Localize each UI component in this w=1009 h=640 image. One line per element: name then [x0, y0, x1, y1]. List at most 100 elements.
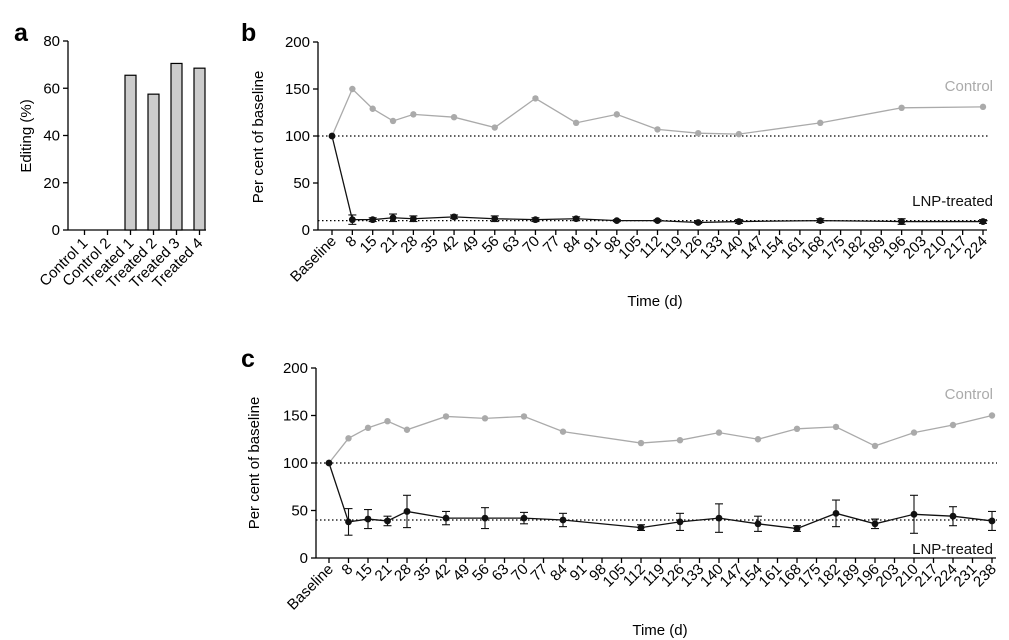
- panel-c-lnp-treated-point: [793, 525, 801, 532]
- panel-c-y-tick-label: 100: [283, 455, 308, 472]
- panel-c-control-line: [328, 414, 993, 464]
- panel-c-control-point: [637, 439, 645, 447]
- panel-c-xlabel: Time (d): [632, 622, 687, 639]
- panel-b-control-point: [532, 95, 539, 102]
- panel-c-control-point: [754, 436, 762, 443]
- panel-c-lnp-treated-point: [325, 459, 333, 467]
- panel-c-lnp-treated-point: [559, 516, 567, 524]
- panel-c-lnp-treated-point: [910, 510, 918, 518]
- panel-b-control-point: [349, 85, 356, 93]
- panel-a-bar: [193, 67, 206, 231]
- panel-b-lnp-treated-point: [491, 215, 499, 223]
- panel-b-lnp-treated-line: [331, 135, 983, 224]
- panel-b-lnp-treated-point: [979, 218, 987, 225]
- panel-b-control-point: [450, 114, 458, 121]
- panel-b-lnp-treated-point: [816, 217, 824, 225]
- panel-c-control-point: [910, 429, 918, 436]
- panel-c-control-label: Control: [945, 386, 993, 403]
- panel-a-ylabel: Editing (%): [18, 99, 35, 172]
- panel-c-y-tick-label: 200: [283, 360, 308, 377]
- panel-b-lnp-treated-point: [348, 216, 356, 224]
- panel-c-lnp-treated-point: [345, 518, 352, 526]
- panel-c-lnp-treated-point: [481, 514, 489, 522]
- panel-c-lnp-treated-point: [403, 508, 411, 515]
- panel-c-letter: c: [241, 345, 255, 373]
- panel-b-lnp-treated-point: [572, 215, 580, 223]
- panel-c-lnp-treated-point: [988, 517, 996, 525]
- panel-c-lnp-treated-point: [676, 518, 684, 526]
- panel-b-xlabel: Time (d): [627, 293, 682, 310]
- panel-c-control-point: [832, 423, 840, 431]
- panel-b-control-point: [817, 119, 824, 127]
- panel-c-control-point: [364, 424, 372, 432]
- panel-b-lnp-treated-point: [328, 132, 336, 140]
- panel-c-control-point: [403, 426, 411, 433]
- panel-b-lnp-treated-point: [450, 213, 458, 221]
- panel-b-lnp-treated-point: [694, 219, 702, 226]
- panel-c-lnp-treated-point: [442, 514, 450, 522]
- panel-c-control-point: [676, 437, 684, 444]
- panel-b-control-point: [369, 105, 376, 112]
- panel-b-control-point: [735, 130, 743, 138]
- panel-b-y-tick-label: 100: [285, 128, 310, 145]
- panel-c-control-point: [715, 429, 723, 436]
- panel-c-control-point: [520, 413, 528, 420]
- panel-b-lnp-treated-point: [613, 217, 621, 225]
- panel-b-lnp-treated-point: [532, 216, 539, 224]
- panel-b-control-point: [613, 111, 621, 118]
- panel-b-control-point: [654, 126, 661, 133]
- panel-b-lnp-treated-point: [409, 215, 417, 223]
- panel-c-control-point: [442, 413, 450, 420]
- panel-b-control-label: Control: [945, 78, 993, 95]
- panel-b-lnp-treated-point: [735, 218, 743, 225]
- panel-b-lnp-treated-point: [389, 214, 397, 222]
- panel-a-y-tick-label: 60: [43, 80, 60, 97]
- panel-a-y-tick-label: 80: [43, 33, 60, 50]
- panel-c-y-tick-label: 0: [300, 550, 308, 567]
- panel-c-lnp-treated-point: [754, 520, 762, 528]
- panel-c-lnp-treated-point: [832, 509, 840, 517]
- panel-b-control-point: [410, 111, 417, 118]
- panel-c-control-point: [871, 442, 879, 450]
- panel-b-control-point: [572, 119, 580, 127]
- panel-a-bar: [124, 74, 137, 231]
- panel-c-y-tick-label: 50: [291, 503, 308, 520]
- panel-c-lnp-treated-point: [520, 514, 528, 522]
- panel-c-lnp-treated-point: [637, 524, 645, 531]
- panel-b-y-tick-label: 200: [285, 34, 310, 51]
- panel-c-control-point: [384, 418, 391, 425]
- panel-c-lnp-treated-point: [871, 520, 879, 528]
- panel-a-y-tick-label: 0: [52, 222, 60, 239]
- panel-b-letter: b: [241, 19, 256, 47]
- panel-b-control-point: [694, 129, 702, 137]
- panel-a-bar: [147, 93, 160, 231]
- panel-b-x-tick-label: 224: [961, 233, 991, 263]
- panel-c-lnp-treated-point: [715, 514, 723, 522]
- panel-b-lnp-label: LNP-treated: [912, 193, 993, 210]
- panel-c-x-tick-label: 238: [970, 561, 1000, 591]
- panel-b-control-point: [979, 103, 987, 111]
- panel-b-control-point: [491, 124, 498, 131]
- panel-c-control-point: [988, 412, 996, 419]
- panel-a-letter: a: [14, 19, 29, 47]
- panel-c-control-point: [949, 421, 957, 429]
- panel-a-y-tick-label: 20: [43, 175, 60, 192]
- panel-c-control-point: [481, 415, 489, 422]
- panel-b-lnp-treated-point: [654, 217, 661, 225]
- panel-c-lnp-treated-point: [364, 515, 372, 523]
- panel-b-lnp-treated-point: [898, 218, 906, 225]
- panel-b-x-tick-label: Baseline: [287, 233, 340, 286]
- panel-b-y-tick-label: 50: [293, 175, 310, 192]
- panel-b-control-point: [898, 104, 905, 112]
- panel-c-control-point: [345, 435, 352, 442]
- panel-c-lnp-treated-line: [328, 462, 993, 530]
- panel-c-control-point: [793, 425, 801, 432]
- panel-b-ylabel: Per cent of baseline: [250, 71, 267, 204]
- panel-c-lnp-label: LNP-treated: [912, 541, 993, 558]
- panel-c-lnp-treated-point: [384, 517, 391, 525]
- panel-b-y-tick-label: 150: [285, 81, 310, 98]
